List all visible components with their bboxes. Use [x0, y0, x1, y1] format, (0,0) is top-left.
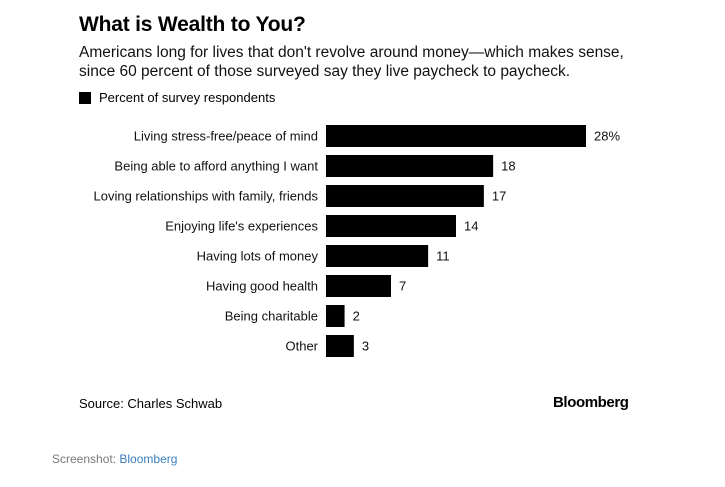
bar [326, 305, 345, 327]
category-label: Enjoying life's experiences [165, 219, 318, 234]
data-label: 2 [353, 309, 360, 324]
legend-swatch [79, 91, 91, 104]
caption-prefix: Screenshot: [52, 452, 120, 466]
legend-label: Percent of survey respondents [99, 90, 276, 105]
bar [326, 215, 456, 237]
bar [326, 155, 494, 177]
subtitle-line-2: since 60 percent of those surveyed say t… [79, 63, 571, 80]
bar [326, 125, 586, 147]
category-label: Having good health [206, 279, 318, 294]
chart-legend: Percent of survey respondents [79, 90, 275, 105]
bar [326, 275, 391, 297]
data-label: 3 [362, 339, 369, 354]
bar-chart: Living stress-free/peace of mind 28% Being… [94, 125, 620, 357]
category-label: Loving relationships with family, friend… [94, 189, 319, 204]
data-label: 18 [501, 159, 515, 174]
category-label: Having lots of money [197, 249, 319, 264]
data-label: 14 [464, 219, 478, 234]
data-label: 7 [399, 279, 406, 294]
screenshot-caption: Screenshot: Bloomberg [52, 452, 177, 466]
bloomberg-logo: Bloomberg [553, 394, 629, 411]
data-label: 17 [492, 189, 506, 204]
bar [326, 245, 429, 267]
category-label: Being charitable [225, 309, 318, 324]
bar [326, 185, 484, 207]
chart-title: What is Wealth to You? [79, 13, 306, 36]
source-note: Source: Charles Schwab [79, 396, 223, 411]
data-label: 28% [594, 129, 620, 144]
subtitle-line-1: Americans long for lives that don't revo… [79, 44, 624, 61]
caption-link[interactable]: Bloomberg [119, 452, 178, 466]
chart-subtitle: Americans long for lives that don't revo… [79, 43, 679, 81]
category-label: Living stress-free/peace of mind [134, 129, 318, 144]
data-label: 11 [436, 249, 450, 264]
category-label: Other [285, 339, 318, 354]
category-label: Being able to afford anything I want [114, 159, 318, 174]
bar [326, 335, 354, 357]
